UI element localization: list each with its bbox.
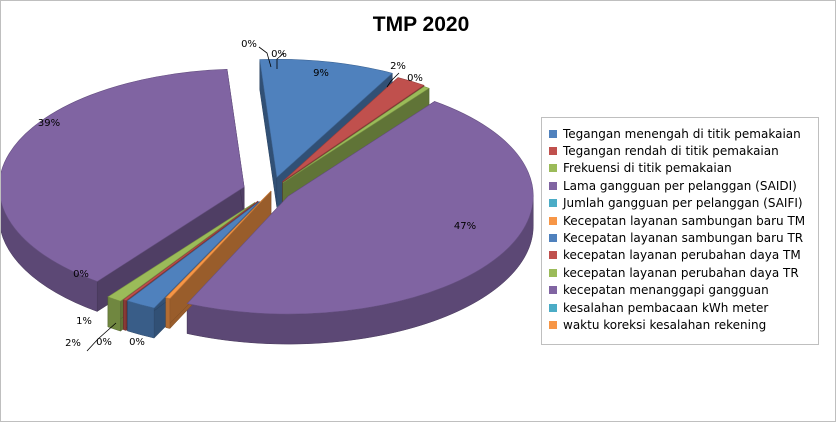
slice-data-label: 1% xyxy=(76,316,92,327)
chart-title: TMP 2020 xyxy=(372,13,470,36)
legend-swatch xyxy=(549,320,557,329)
legend-label: Kecepatan layanan sambungan baru TR xyxy=(563,231,804,246)
legend-swatch xyxy=(549,234,557,243)
slice-data-label: 0% xyxy=(241,39,257,50)
pie-slice xyxy=(107,202,256,302)
legend-swatch xyxy=(549,147,557,156)
legend-item: Jumlah gangguan per pelanggan (SAIFI) xyxy=(549,195,818,212)
pie-slice xyxy=(122,200,259,301)
legend-item: Tegangan rendah di titik pemakaian xyxy=(549,142,818,159)
legend-item: Kecepatan layanan sambungan baru TM xyxy=(549,212,818,229)
legend-item: Frekuensi di titik pemakaian xyxy=(549,160,818,177)
slice-data-label: 39% xyxy=(38,118,60,129)
label-leader-line xyxy=(276,52,285,69)
legend-item: kesalahan pembacaan kWh meter xyxy=(549,299,818,316)
legend-item: Tegangan menengah di titik pemakaian xyxy=(549,125,818,142)
legend-label: Kecepatan layanan sambungan baru TM xyxy=(563,213,806,228)
legend-label: kesalahan pembacaan kWh meter xyxy=(563,300,769,315)
chart-legend: Tegangan menengah di titik pemakaian Tega… xyxy=(541,117,819,345)
legend-swatch xyxy=(549,268,557,277)
legend-label: Lama gangguan per pelanggan (SAIDI) xyxy=(563,178,797,193)
pie-slice xyxy=(126,201,260,309)
legend-label: kecepatan layanan perubahan daya TR xyxy=(563,265,799,280)
pie-slice-wall xyxy=(123,299,127,331)
slice-data-label: 0% xyxy=(73,269,89,280)
legend-swatch xyxy=(549,181,557,190)
legend-label: kecepatan menanggapi gangguan xyxy=(563,283,769,298)
legend-label: Jumlah gangguan per pelanggan (SAIFI) xyxy=(563,196,803,211)
legend-label: Frekuensi di titik pemakaian xyxy=(563,161,732,176)
legend-swatch xyxy=(549,286,557,295)
slice-data-label: 47% xyxy=(454,221,476,232)
slice-data-label: 0% xyxy=(129,337,145,348)
pie-tops xyxy=(1,59,534,315)
legend-label: waktu koreksi kesalahan rekening xyxy=(563,317,767,332)
pie-slice xyxy=(259,59,393,178)
legend-item: kecepatan layanan perubahan daya TR xyxy=(549,264,818,281)
label-leader-line xyxy=(386,72,400,88)
legend-swatch xyxy=(549,129,557,138)
pie-slice xyxy=(282,86,430,184)
pie-labels: 9%2%0%47%0%0%2%0%1%39%0% 0% xyxy=(38,39,476,352)
pie-slice xyxy=(165,190,272,299)
legend-swatch xyxy=(549,216,557,225)
legend-label: kecepatan layanan perubahan daya TM xyxy=(563,248,801,263)
legend-item: Lama gangguan per pelanggan (SAIDI) xyxy=(549,177,818,194)
legend-label: Tegangan menengah di titik pemakaian xyxy=(563,126,801,141)
legend-swatch xyxy=(549,303,557,312)
slice-data-label: 9% xyxy=(313,68,329,79)
label-leader-line xyxy=(258,46,272,68)
legend-item: Kecepatan layanan sambungan baru TR xyxy=(549,229,818,246)
legend-item: kecepatan menanggapi gangguan xyxy=(549,282,818,299)
slice-data-label: 0% xyxy=(407,73,423,84)
pie-slice xyxy=(186,101,534,315)
pie-slice-wall xyxy=(107,296,121,332)
pie-slice xyxy=(282,77,425,182)
pie-slice-wall xyxy=(165,297,171,329)
slice-data-label: 2% xyxy=(390,61,406,72)
legend-label: Tegangan rendah di titik pemakaian xyxy=(563,144,779,159)
label-leader-line xyxy=(86,322,117,352)
legend-swatch xyxy=(549,199,557,208)
legend-swatch xyxy=(549,251,557,260)
legend-item: waktu koreksi kesalahan rekening xyxy=(549,316,818,333)
slice-data-label: 0% xyxy=(271,49,287,60)
legend-swatch xyxy=(549,164,557,173)
legend-item: kecepatan layanan perubahan daya TM xyxy=(549,247,818,264)
slice-data-label: 2% xyxy=(65,338,81,349)
pie-slice xyxy=(1,69,245,282)
slice-data-label: 0% xyxy=(96,337,112,348)
